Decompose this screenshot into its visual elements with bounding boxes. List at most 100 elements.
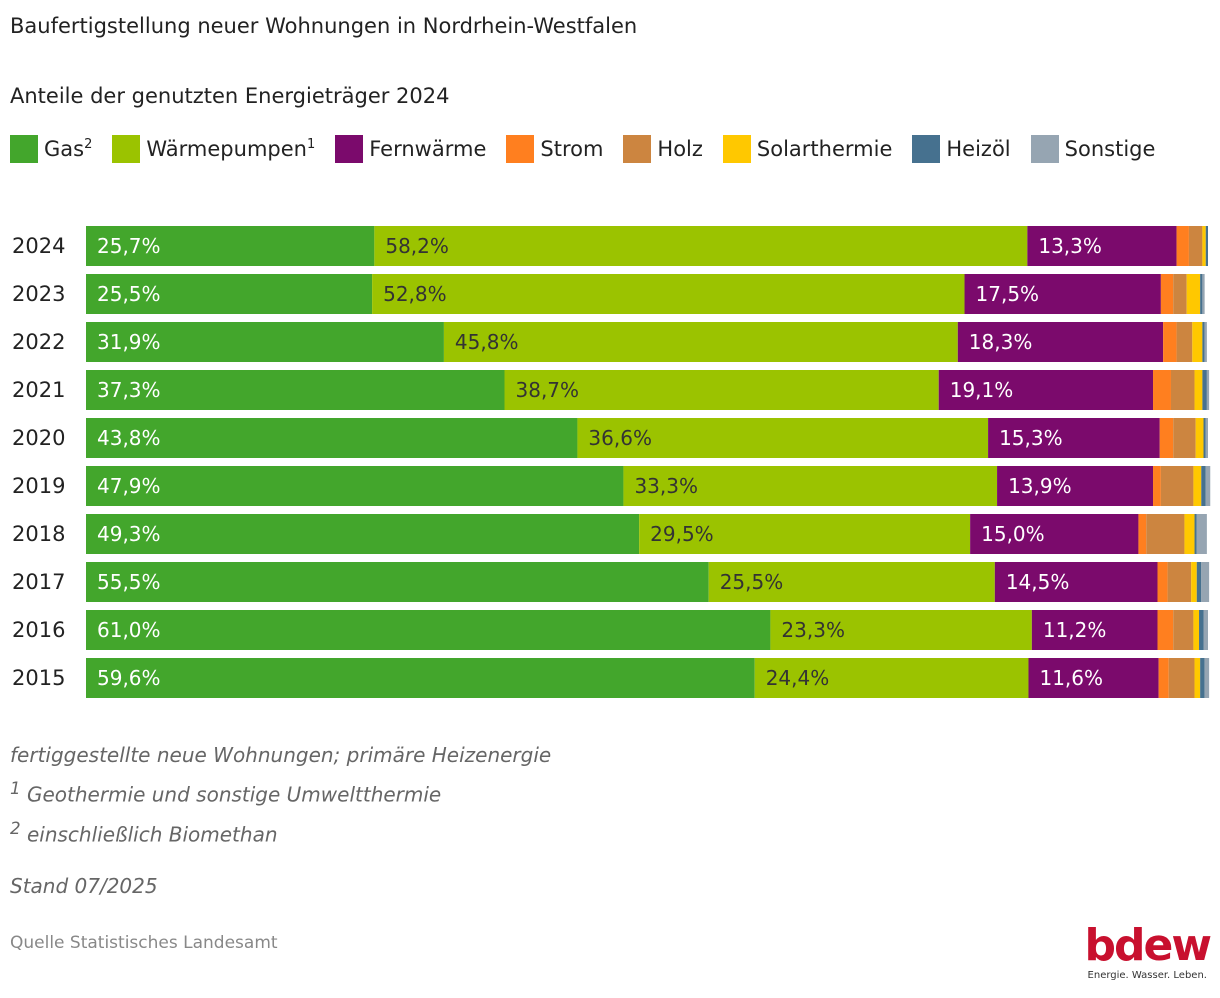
- bar-segment-w-rmepumpen: [374, 226, 1028, 266]
- bar-segment-holz: [1160, 466, 1194, 506]
- bar-segment-heiz-l: [1205, 226, 1208, 266]
- data-label: 18,3%: [969, 330, 1033, 354]
- bar-segment-fernw-rme: [938, 370, 1154, 410]
- bar-segment-heiz-l: [1200, 658, 1205, 698]
- bar-segment-fernw-rme: [994, 562, 1158, 602]
- data-label: 24,4%: [766, 666, 830, 690]
- bar-segment-strom: [1163, 322, 1177, 362]
- bar-segment-solarthermie: [1195, 418, 1204, 458]
- bar-segment-strom: [1159, 418, 1174, 458]
- bar-segment-fernw-rme: [1031, 610, 1158, 650]
- bar-segment-sonstige: [1205, 418, 1208, 458]
- footnote-2: 2 einschließlich Biomethan: [10, 812, 551, 852]
- bar-segment-fernw-rme: [988, 418, 1160, 458]
- bar-segment-sonstige: [1203, 610, 1208, 650]
- legend-swatch: [10, 135, 38, 163]
- data-label: 19,1%: [950, 378, 1014, 402]
- legend-label: Sonstige: [1064, 137, 1156, 161]
- bar-segment-solarthermie: [1184, 514, 1195, 554]
- legend-item-sonstige: Sonstige: [1030, 134, 1156, 164]
- footnotes: fertiggestellte neue Wohnungen; primäre …: [10, 738, 551, 851]
- bar-segment-gas: [86, 658, 755, 698]
- bar-segment-strom: [1157, 610, 1174, 650]
- data-label: 49,3%: [97, 522, 161, 546]
- bar-segment-fernw-rme: [1028, 658, 1159, 698]
- data-label: 13,9%: [1008, 474, 1072, 498]
- bar-segment-solarthermie: [1193, 466, 1202, 506]
- category-label: 2024: [12, 234, 65, 258]
- bar-segment-w-rmepumpen: [639, 514, 971, 554]
- category-label: 2020: [12, 426, 65, 450]
- bar-segment-solarthermie: [1202, 226, 1206, 266]
- bar-segment-sonstige: [1204, 322, 1207, 362]
- bar-segment-w-rmepumpen: [623, 466, 998, 506]
- data-label: 43,8%: [97, 426, 161, 450]
- bar-segment-heiz-l: [1199, 610, 1204, 650]
- bar-segment-gas: [86, 370, 505, 410]
- data-label: 59,6%: [97, 666, 161, 690]
- legend-swatch: [506, 135, 535, 163]
- bar-segment-strom: [1158, 658, 1169, 698]
- legend-label: Strom: [540, 137, 604, 161]
- bar-segment-w-rmepumpen: [443, 322, 958, 362]
- legend-item-w-rmepumpen: Wärmepumpen1: [112, 134, 315, 164]
- bar-segment-gas: [86, 418, 578, 458]
- data-label: 15,0%: [981, 522, 1045, 546]
- bar-segment-strom: [1160, 274, 1174, 314]
- bar-segment-solarthermie: [1191, 562, 1197, 602]
- bar-segment-gas: [86, 322, 444, 362]
- footnote-2-text: einschließlich Biomethan: [20, 822, 278, 847]
- data-label: 36,6%: [588, 426, 652, 450]
- legend-swatch: [912, 135, 941, 163]
- data-label: 29,5%: [650, 522, 714, 546]
- legend-label: Fernwärme: [369, 137, 487, 161]
- category-label: 2015: [12, 666, 65, 690]
- bar-segment-holz: [1173, 610, 1194, 650]
- bar-segment-holz: [1170, 370, 1195, 410]
- data-label: 17,5%: [976, 282, 1040, 306]
- bar-segment-solarthermie: [1192, 322, 1203, 362]
- bar-segment-solarthermie: [1194, 658, 1201, 698]
- bar-segment-holz: [1173, 274, 1187, 314]
- bar-segment-holz: [1188, 226, 1203, 266]
- bar-segment-fernw-rme: [1027, 226, 1177, 266]
- bar-segment-gas: [86, 562, 709, 602]
- bar-segment-solarthermie: [1186, 274, 1201, 314]
- bar-segment-heiz-l: [1203, 418, 1206, 458]
- legend-item-strom: Strom: [506, 134, 603, 164]
- data-label: 33,3%: [634, 474, 698, 498]
- bar-segment-solarthermie: [1194, 370, 1203, 410]
- bar-segment-strom: [1138, 514, 1147, 554]
- bar-segment-strom: [1157, 562, 1168, 602]
- chart-title: Baufertigstellung neuer Wohnungen in Nor…: [10, 14, 638, 38]
- legend-swatch: [112, 135, 141, 163]
- data-label: 25,5%: [97, 282, 161, 306]
- bar-segment-heiz-l: [1194, 514, 1197, 554]
- data-label: 38,7%: [516, 378, 580, 402]
- footnote-note: fertiggestellte neue Wohnungen; primäre …: [10, 743, 552, 767]
- legend-swatch: [335, 135, 364, 163]
- legend-item-heiz-l: Heizöl: [912, 134, 1011, 164]
- legend-item-solarthermie: Solarthermie: [722, 134, 892, 164]
- data-label: 25,5%: [720, 570, 784, 594]
- legend-label: Heizöl: [946, 137, 1011, 161]
- bdew-logo: bdew Energie. Wasser. Leben.: [1085, 924, 1212, 982]
- bar-segment-heiz-l: [1202, 322, 1205, 362]
- data-label: 47,9%: [97, 474, 161, 498]
- data-label: 13,3%: [1038, 234, 1102, 258]
- bar-segment-heiz-l: [1202, 370, 1207, 410]
- bar-segment-sonstige: [1196, 514, 1207, 554]
- bar-segment-gas: [86, 226, 375, 266]
- source-note: Quelle Statistisches Landesamt: [10, 933, 278, 953]
- footnote-1: 1 Geothermie und sonstige Umweltthermie: [10, 772, 551, 812]
- bar-segment-holz: [1176, 322, 1193, 362]
- bar-segment-gas: [86, 514, 640, 554]
- bar-segment-holz: [1173, 418, 1196, 458]
- chart-subtitle: Anteile der genutzten Energieträger 2024: [10, 84, 450, 108]
- category-label: 2016: [12, 618, 65, 642]
- bar-segment-holz: [1168, 658, 1195, 698]
- category-label: 2022: [12, 330, 65, 354]
- data-label: 58,2%: [385, 234, 449, 258]
- bar-segment-w-rmepumpen: [754, 658, 1029, 698]
- bar-segment-w-rmepumpen: [770, 610, 1032, 650]
